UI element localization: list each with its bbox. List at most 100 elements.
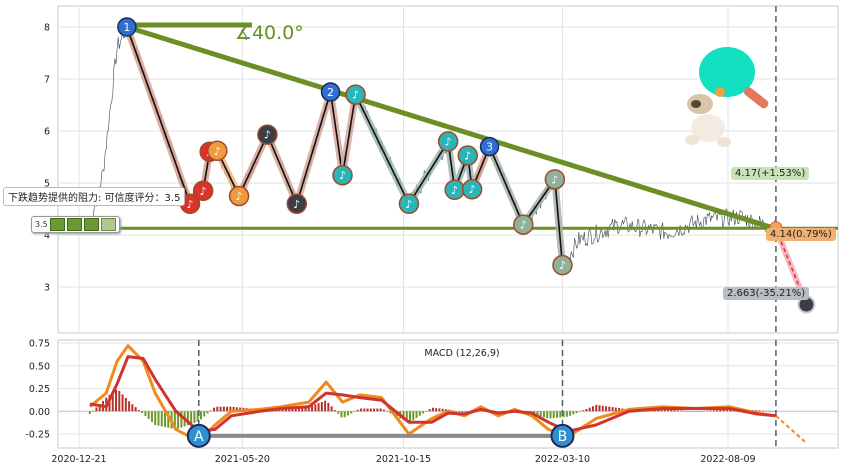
macd-histogram-bar <box>330 406 333 412</box>
lower-target-text: 2.663(-35.21%) <box>727 288 806 299</box>
macd-histogram-bar <box>314 404 317 412</box>
macd-histogram-bar <box>284 408 287 412</box>
macd-histogram-bar <box>722 409 725 412</box>
macd-histogram-bar <box>546 411 549 419</box>
macd-histogram-bar <box>190 411 193 424</box>
macd-histogram-bar <box>412 411 415 421</box>
price-y-tick-labels: 3 4 5 6 7 8 <box>44 23 50 294</box>
score-text: 3.5 <box>35 220 48 229</box>
macd-histogram-bar <box>209 410 212 412</box>
macd-histogram-bar <box>431 407 434 412</box>
macd-histogram-bar <box>598 405 601 412</box>
note-marker-circle <box>457 145 478 166</box>
macd-histogram-bar <box>350 411 353 414</box>
note-marker: ♪ <box>461 178 483 200</box>
macd-histogram-bar <box>536 411 539 416</box>
macd-histogram-bar <box>281 409 284 412</box>
note-marker-circle <box>544 169 566 190</box>
macd-histogram-bar <box>366 408 369 412</box>
macd-histogram-bar <box>180 411 183 428</box>
note-marker: ♪ <box>398 193 420 215</box>
macd-histogram-bar <box>317 403 320 412</box>
macd-histogram-bar <box>549 411 552 419</box>
note-marker: ♪ <box>345 84 366 105</box>
macd-histogram-bar <box>588 407 591 412</box>
macd-histogram-bar <box>608 406 611 412</box>
music-note-icon: ♪ <box>200 185 207 198</box>
macd-line <box>88 344 777 443</box>
macd-histogram-bar <box>386 411 389 412</box>
paddle-dog-icon <box>685 47 769 147</box>
macd-histogram-bar <box>755 410 758 412</box>
note-marker: ♪ <box>192 180 214 202</box>
note-marker-circle <box>461 178 483 200</box>
macd-histogram-bar <box>683 410 686 412</box>
music-note-icon: ♪ <box>352 89 359 102</box>
x-tick-label: 2021-10-15 <box>376 454 431 465</box>
music-note-icon: ♪ <box>187 198 194 211</box>
macd-histogram-bar <box>667 409 670 412</box>
macd-histogram-bar <box>301 407 304 412</box>
pivot-marker: 1 <box>117 17 137 37</box>
zigzag-segment <box>408 140 449 205</box>
macd-histogram-bar <box>719 409 722 412</box>
current-price-label: 4.14(0.79%) <box>766 228 836 241</box>
price-y-tick: 5 <box>44 179 50 190</box>
macd-histogram-bar <box>167 411 170 428</box>
macd-histogram-bar <box>320 401 323 412</box>
macd-histogram-bar <box>565 411 568 417</box>
divergence-point: B <box>550 423 575 448</box>
note-marker-circle <box>207 140 228 162</box>
pivot-marker: 3 <box>479 136 500 157</box>
music-note-icon: ♪ <box>559 259 566 272</box>
music-note-icon: ♪ <box>451 184 458 197</box>
macd-histogram-bar <box>337 411 340 414</box>
score-badge: 3.5 <box>31 216 120 233</box>
macd-histogram-bar <box>758 410 761 412</box>
macd-histogram-bar <box>768 410 771 412</box>
divergence-point-label: A <box>194 429 204 445</box>
music-note-icon: ♪ <box>551 173 558 186</box>
music-note-icon: ♪ <box>264 129 271 142</box>
macd-histogram-bar <box>425 411 428 412</box>
macd-y-tick: -0.25 <box>25 430 50 441</box>
signal-line <box>89 355 777 433</box>
macd-histogram-bar <box>199 411 202 420</box>
divergence-point-label: B <box>558 429 568 445</box>
pivot-marker-label: 2 <box>327 86 334 99</box>
resistance-trendline <box>124 24 779 232</box>
macd-histogram-bar <box>464 411 467 413</box>
macd-histogram-bar <box>160 411 163 427</box>
macd-histogram-bar <box>232 406 235 412</box>
upper-target-text: 4.17(+1.53%) <box>735 168 806 179</box>
upper-target-label: 4.17(+1.53%) <box>731 167 810 180</box>
macd-histogram-bar <box>124 397 127 412</box>
macd-histogram-bar <box>575 411 578 414</box>
macd-histogram-bar <box>196 411 199 422</box>
note-marker: ♪ <box>332 164 353 186</box>
macd-histogram-bar <box>569 411 572 416</box>
macd-histogram-bar <box>562 411 565 418</box>
pivot-marker-circle <box>117 17 137 37</box>
macd-histogram-bar <box>327 402 330 412</box>
pivot-marker: 2 <box>320 82 341 102</box>
macd-histogram-bar <box>219 406 222 412</box>
macd-histogram-bar <box>725 409 728 412</box>
macd-y-tick: 0.00 <box>29 407 50 418</box>
macd-histogram-bar <box>369 408 372 412</box>
macd-histogram-bar <box>164 411 167 428</box>
macd-histogram-bar <box>435 408 438 412</box>
macd-histogram-bar <box>761 410 764 412</box>
price-y-tick: 6 <box>44 127 50 138</box>
macd-histogram-bar <box>154 411 157 425</box>
note-marker: ♪ <box>437 131 459 152</box>
macd-panel-frame <box>57 339 839 449</box>
macd-histogram-bar <box>765 410 768 412</box>
macd-histogram-bar <box>235 407 238 412</box>
macd-histogram-bar <box>660 409 663 412</box>
score-star-icon <box>83 218 99 231</box>
macd-panel: 0.75 0.50 0.25 0.00 -0.25 MACD (12,26,9) <box>25 339 839 449</box>
macd-histogram-bar <box>703 410 706 412</box>
zigzag-segment <box>126 26 191 205</box>
